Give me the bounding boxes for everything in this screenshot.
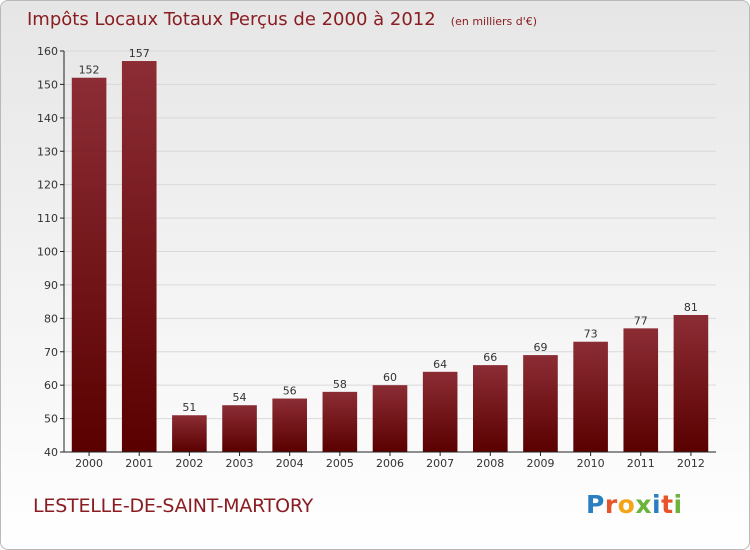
commune-name: LESTELLE-DE-SAINT-MARTORY bbox=[33, 495, 314, 517]
x-tick-label: 2003 bbox=[226, 457, 254, 470]
data-label: 157 bbox=[129, 47, 150, 60]
x-tick-label: 2006 bbox=[376, 457, 404, 470]
bar-2007 bbox=[422, 371, 458, 452]
logo-letter: P bbox=[586, 490, 605, 519]
y-tick-label: 80 bbox=[44, 312, 58, 325]
data-label: 54 bbox=[233, 391, 247, 404]
x-tick-label: 2010 bbox=[577, 457, 605, 470]
data-label: 69 bbox=[533, 341, 547, 354]
logo-letter: r bbox=[604, 490, 618, 519]
data-label: 58 bbox=[333, 378, 347, 391]
chart-header: Impôts Locaux Totaux Perçus de 2000 à 20… bbox=[27, 9, 537, 30]
bar-2004 bbox=[272, 398, 307, 452]
proxiti-logo: Proxiti bbox=[586, 490, 683, 519]
y-tick-label: 140 bbox=[37, 112, 58, 125]
data-label: 64 bbox=[433, 358, 447, 371]
x-tick-label: 2000 bbox=[75, 457, 103, 470]
x-tick-label: 2011 bbox=[627, 457, 655, 470]
y-tick-label: 150 bbox=[37, 78, 58, 91]
data-label: 66 bbox=[483, 351, 497, 364]
bars bbox=[71, 61, 709, 453]
y-tick-label: 160 bbox=[37, 45, 58, 58]
data-labels: 152 157 51 54 56 58 60 64 66 69 73 77 81 bbox=[79, 47, 698, 414]
bar-2008 bbox=[473, 365, 508, 452]
data-label: 60 bbox=[383, 371, 397, 384]
y-tick-label: 40 bbox=[44, 446, 58, 459]
bar-2002 bbox=[172, 415, 207, 452]
y-tick-label: 130 bbox=[37, 145, 58, 158]
data-label: 77 bbox=[634, 314, 648, 327]
x-tick-label: 2001 bbox=[125, 457, 153, 470]
chart-title: Impôts Locaux Totaux Perçus de 2000 à 20… bbox=[27, 9, 436, 30]
chart-unit: (en milliers d'€) bbox=[450, 15, 538, 28]
x-tick-label: 2012 bbox=[677, 457, 705, 470]
bar-2010 bbox=[573, 341, 608, 452]
bar-2005 bbox=[322, 391, 358, 452]
y-tick-label: 90 bbox=[44, 279, 58, 292]
bar-2006 bbox=[372, 385, 408, 452]
data-label: 73 bbox=[584, 328, 598, 341]
y-tick-label: 60 bbox=[44, 379, 58, 392]
bar-2003 bbox=[222, 405, 257, 452]
y-tick-label: 50 bbox=[44, 413, 58, 426]
logo-letter: o bbox=[617, 490, 636, 519]
data-label: 56 bbox=[283, 385, 297, 398]
x-tick-label: 2009 bbox=[526, 457, 554, 470]
bar-2000 bbox=[71, 77, 107, 452]
logo-letter: i bbox=[652, 490, 662, 519]
bar-2009 bbox=[523, 355, 558, 452]
x-tick-label: 2007 bbox=[426, 457, 454, 470]
data-label: 81 bbox=[684, 301, 698, 314]
x-tick-label: 2008 bbox=[476, 457, 504, 470]
x-tick-label: 2004 bbox=[276, 457, 304, 470]
logo-letter: i bbox=[673, 490, 683, 519]
logo-letter: t bbox=[661, 490, 674, 519]
bar-2001 bbox=[121, 61, 157, 453]
y-tick-label: 110 bbox=[37, 212, 58, 225]
y-tick-label: 70 bbox=[44, 346, 58, 359]
data-label: 152 bbox=[79, 64, 100, 77]
bar-2012 bbox=[673, 314, 709, 452]
y-tick-label: 120 bbox=[37, 179, 58, 192]
bar-2011 bbox=[623, 328, 659, 452]
logo-letter: x bbox=[635, 490, 652, 519]
data-label: 51 bbox=[182, 401, 196, 414]
axes: 40 50 60 70 80 90 100 110 120 130 140 150 160 2000 200… bbox=[37, 45, 716, 470]
x-tick-label: 2005 bbox=[326, 457, 354, 470]
y-tick-label: 100 bbox=[37, 246, 58, 259]
x-tick-label: 2002 bbox=[175, 457, 203, 470]
